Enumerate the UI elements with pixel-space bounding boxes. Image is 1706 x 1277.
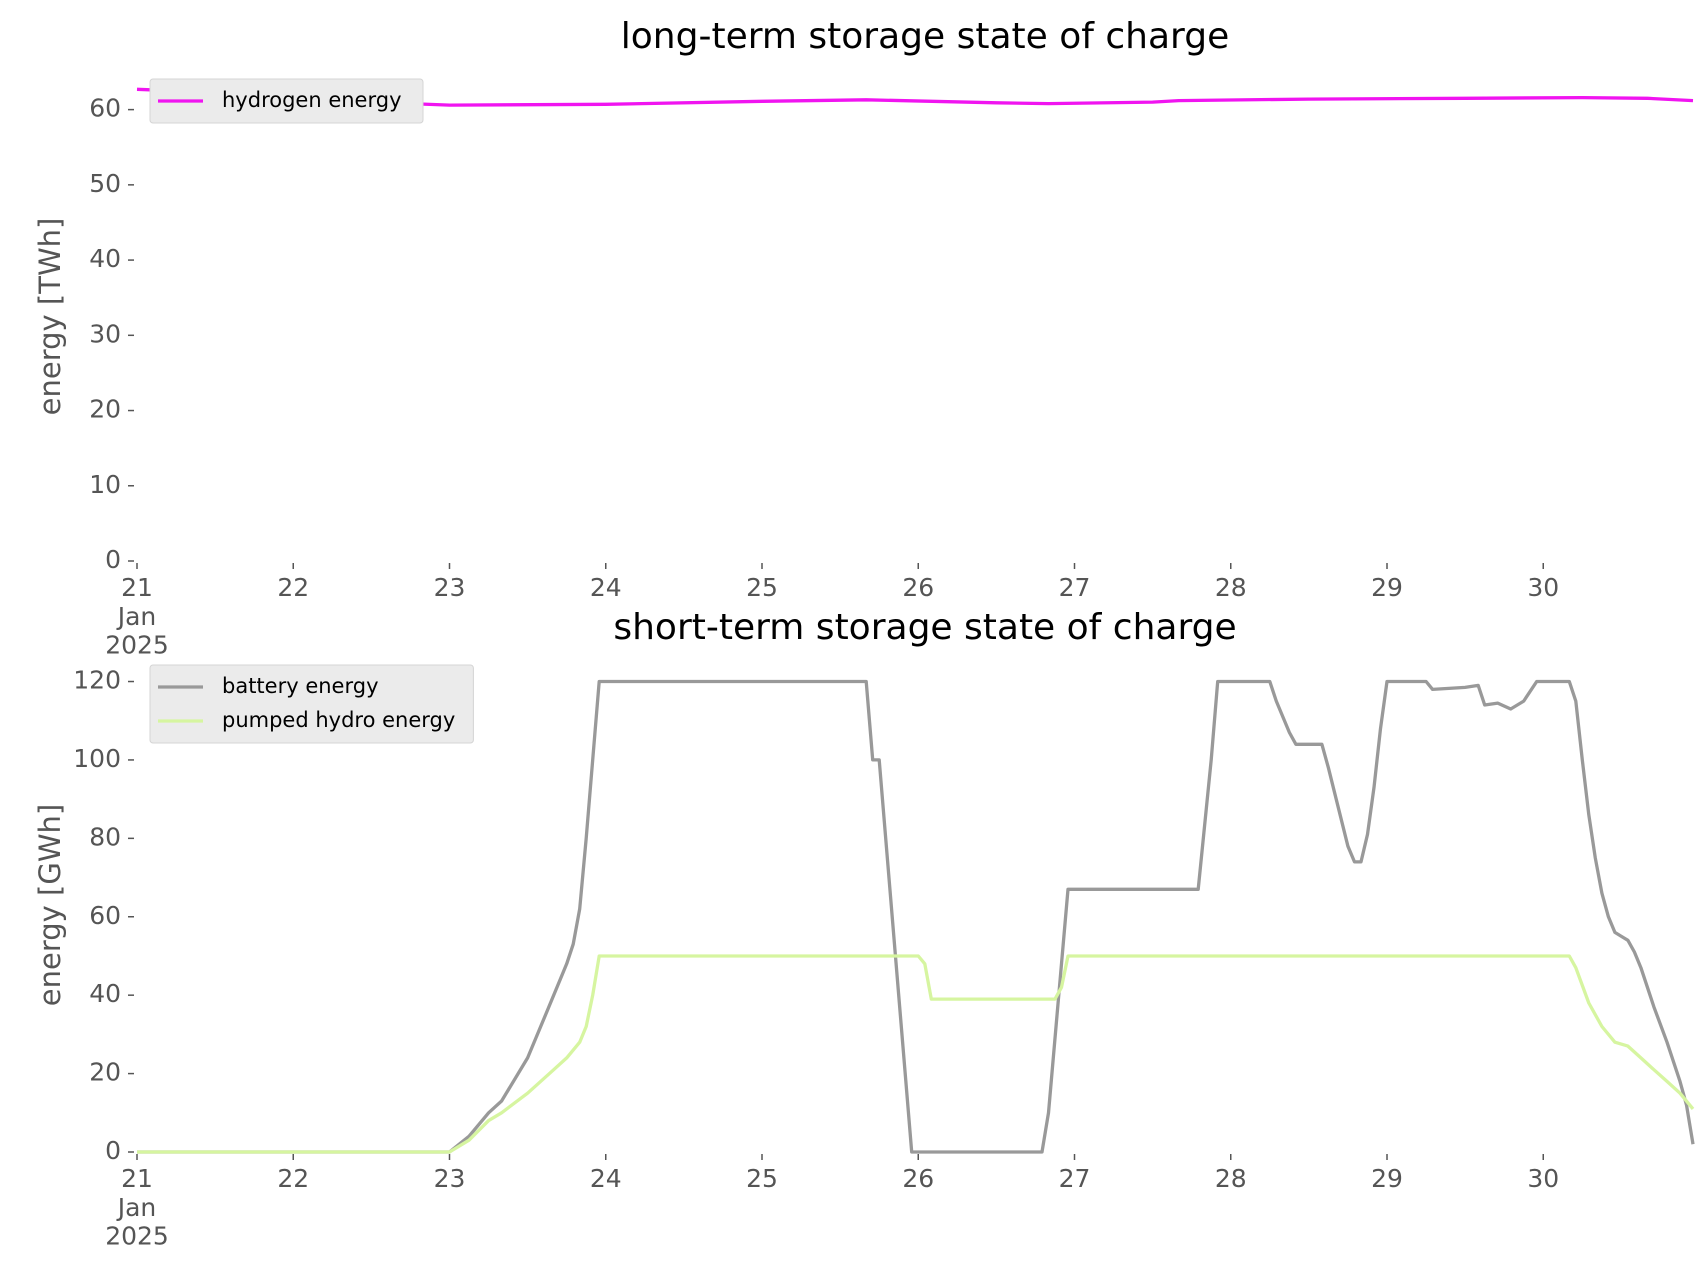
y-tick-label: 0 [105, 545, 121, 574]
y-tick-label: 40 [89, 244, 121, 273]
y-tick-label: 0 [105, 1136, 121, 1165]
x-tick-label: 26 [902, 573, 934, 602]
chart-title: long-term storage state of charge [621, 16, 1229, 57]
y-tick-label: 100 [73, 744, 121, 773]
legend-label: hydrogen energy [222, 88, 402, 112]
x-tick-label: 21 Jan 2025 [105, 1164, 169, 1251]
y-tick-label: 30 [89, 319, 121, 348]
y-tick-label: 60 [89, 94, 121, 123]
legend-label: pumped hydro energy [222, 708, 455, 732]
y-tick-label: 40 [89, 979, 121, 1008]
x-tick-label: 24 [590, 573, 622, 602]
legend-box [149, 78, 424, 124]
x-tick-label: 26 [902, 1164, 934, 1193]
y-tick-label: 120 [73, 666, 121, 695]
chart-title: short-term storage state of charge [613, 607, 1236, 648]
x-tick-label: 29 [1371, 1164, 1403, 1193]
x-tick-label: 22 [277, 1164, 309, 1193]
y-tick-label: 20 [89, 395, 121, 424]
x-tick-label: 29 [1371, 573, 1403, 602]
y-axis-label: energy [TWh] [33, 218, 67, 416]
y-tick-label: 50 [89, 169, 121, 198]
legend-label: battery energy [222, 674, 379, 698]
series-line [137, 679, 1695, 1154]
x-tick-label: 30 [1527, 573, 1559, 602]
x-tick-label: 22 [277, 573, 309, 602]
x-tick-label: 25 [746, 573, 778, 602]
x-tick-label: 23 [434, 1164, 466, 1193]
x-tick-label: 27 [1059, 573, 1091, 602]
x-tick-label: 25 [746, 1164, 778, 1193]
y-tick-label: 10 [89, 470, 121, 499]
legend-box [149, 664, 474, 744]
y-axis-label: energy [GWh] [33, 804, 67, 1006]
x-tick-label: 21 Jan 2025 [105, 573, 169, 660]
y-tick-label: 80 [89, 822, 121, 851]
x-tick-label: 28 [1215, 1164, 1247, 1193]
y-tick-label: 60 [89, 901, 121, 930]
x-tick-label: 23 [434, 573, 466, 602]
x-tick-label: 30 [1527, 1164, 1559, 1193]
x-tick-label: 27 [1059, 1164, 1091, 1193]
x-tick-label: 24 [590, 1164, 622, 1193]
y-tick-label: 20 [89, 1058, 121, 1087]
series-line [137, 954, 1695, 1154]
x-tick-label: 28 [1215, 573, 1247, 602]
